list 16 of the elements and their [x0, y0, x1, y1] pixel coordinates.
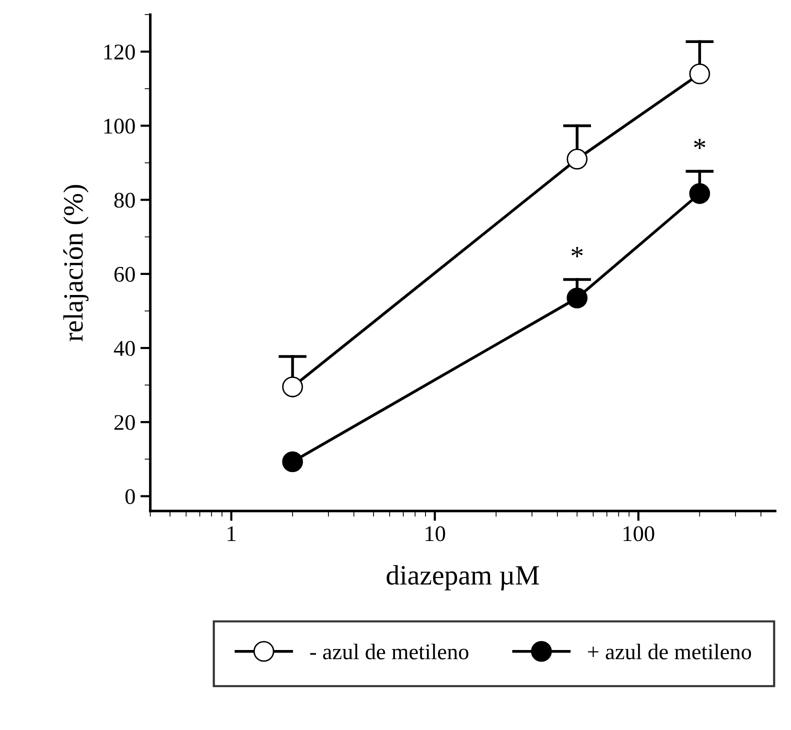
x-axis-title: diazepam µM — [386, 565, 539, 590]
y-axis-title: relajación (%) — [63, 184, 88, 342]
x-tick-label: 1 — [228, 526, 236, 542]
y-tick-label: 0 — [125, 489, 135, 504]
annotation: * — [572, 247, 583, 258]
legend-label: - azul de metileno — [310, 644, 468, 660]
y-tick-label: 80 — [114, 192, 135, 208]
x-tick-label: 100 — [624, 526, 654, 542]
x-tick-label: 10 — [426, 526, 446, 542]
legend-label: + azul de metileno — [588, 644, 752, 660]
y-tick-label: 100 — [104, 118, 135, 134]
y-tick-label: 60 — [114, 266, 135, 282]
y-tick-label: 120 — [104, 44, 135, 60]
annotation: * — [694, 138, 706, 150]
y-tick-label: 20 — [114, 415, 135, 430]
y-tick-label: 40 — [114, 340, 135, 356]
